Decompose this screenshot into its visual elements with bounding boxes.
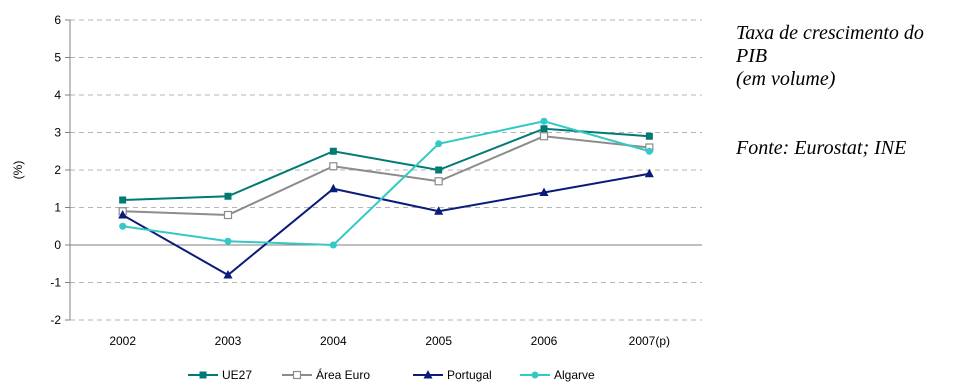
series-layer: [118, 117, 654, 279]
legend-item: UE27: [188, 368, 252, 382]
data-point: [435, 166, 443, 174]
series-line: [122, 135, 650, 217]
source-note: Fonte: Eurostat; INE: [736, 137, 907, 159]
series-1: [118, 132, 654, 220]
series-3: [119, 117, 653, 249]
data-point: [224, 192, 232, 200]
x-tick-label: 2003: [215, 334, 242, 348]
series-line: [122, 172, 650, 277]
legend-marker: [199, 371, 207, 379]
legend-label: UE27: [222, 368, 252, 382]
x-tick-label: 2007(p): [629, 334, 670, 348]
legend-item: Portugal: [413, 368, 492, 382]
data-point: [329, 162, 338, 171]
data-point: [329, 241, 337, 249]
y-tick-label: 2: [54, 163, 61, 177]
data-point: [645, 147, 653, 155]
legend-marker: [423, 370, 433, 379]
data-point: [328, 183, 338, 193]
data-point: [539, 187, 549, 196]
y-tick-labels: -2 -1 0 1 2 3 4 5 6: [50, 13, 61, 327]
caption-line-3: (em volume): [736, 68, 836, 90]
y-tick-label: 6: [54, 13, 61, 27]
data-point: [223, 210, 233, 220]
x-tick-label: 2005: [425, 334, 452, 348]
legend-marker: [292, 370, 302, 380]
data-point: [119, 196, 127, 204]
data-point: [224, 237, 232, 245]
legend-label: Área Euro: [316, 367, 370, 382]
legend-item: Área Euro: [282, 367, 370, 382]
data-point: [645, 132, 653, 140]
data-point: [435, 140, 443, 148]
series-0: [119, 125, 653, 204]
y-axis-label: (%): [11, 161, 25, 180]
data-point: [540, 125, 548, 133]
data-point: [434, 177, 443, 186]
x-tick-label: 2006: [531, 334, 558, 348]
y-tick-label: 4: [54, 88, 61, 102]
y-tick-label: 0: [54, 238, 61, 252]
series-line: [122, 120, 650, 247]
data-point: [118, 210, 128, 219]
caption-line-2: PIB: [736, 45, 768, 67]
legend: UE27 Área Euro Portugal Algarve: [188, 367, 595, 382]
data-point: [119, 222, 127, 230]
data-point: [644, 168, 654, 178]
legend-item: Algarve: [520, 368, 595, 382]
series-line: [122, 127, 650, 201]
chart-caption: Taxa de crescimento do PIB (em volume): [736, 22, 976, 91]
legend-marker: [531, 371, 539, 379]
data-point: [540, 117, 548, 125]
y-tick-label: -2: [50, 313, 61, 327]
y-tick-label: 1: [54, 201, 61, 215]
caption-line-1: Taxa de crescimento do: [736, 22, 924, 44]
x-tick-label: 2002: [109, 334, 136, 348]
data-point: [434, 206, 444, 215]
data-point: [539, 132, 549, 141]
series-2: [118, 168, 654, 279]
x-tick-label: 2004: [320, 334, 347, 348]
y-tick-label: 3: [54, 126, 61, 140]
legend-label: Algarve: [554, 368, 595, 382]
y-tick-label: -1: [50, 276, 61, 290]
y-tick-label: 5: [54, 51, 61, 65]
legend-label: Portugal: [447, 368, 492, 382]
x-tick-labels: 2002 2003 2004 2005 2006 2007(p): [109, 334, 670, 348]
data-point: [223, 270, 233, 279]
data-point: [329, 147, 337, 155]
gridlines: [70, 19, 702, 321]
